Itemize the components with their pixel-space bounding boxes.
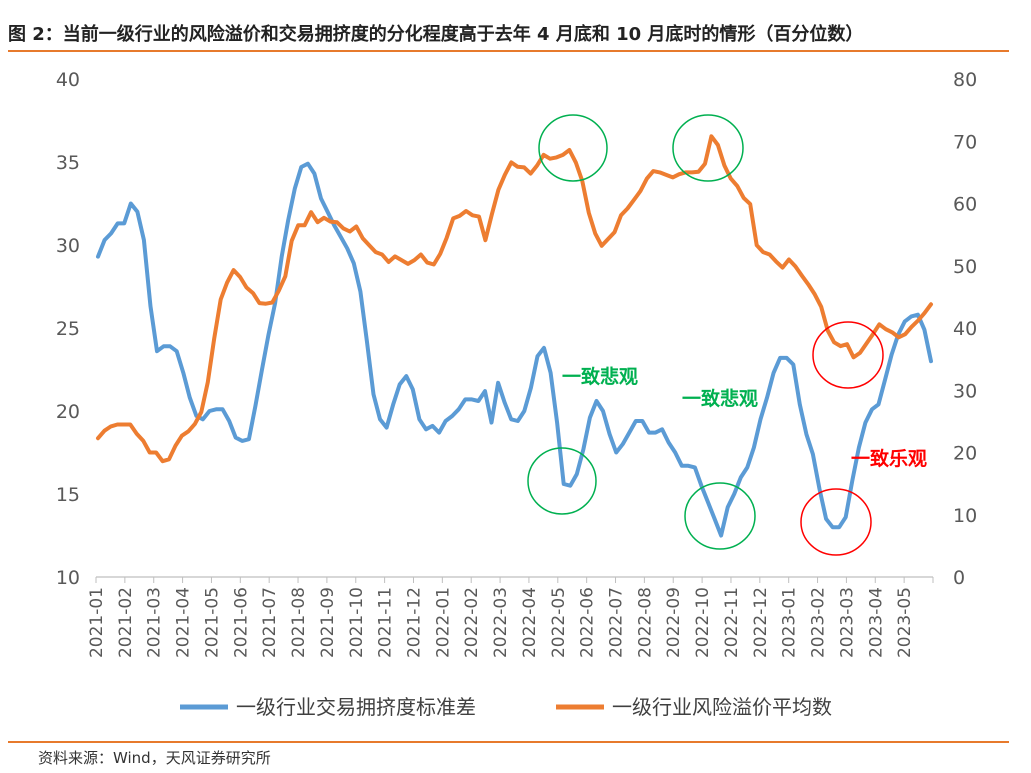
- highlight-circle: [812, 321, 884, 389]
- y-left-tick-label: 35: [56, 152, 80, 174]
- x-tick-label: 2022-12: [751, 587, 771, 658]
- x-tick-label: 2021-02: [116, 587, 136, 658]
- x-tick-label: 2021-07: [260, 587, 280, 658]
- y-right-tick-label: 0: [953, 567, 965, 589]
- x-tick-label: 2021-01: [87, 587, 107, 658]
- x-tick-label: 2022-11: [722, 587, 742, 658]
- x-tick-label: 2022-10: [693, 587, 713, 658]
- x-tick-label: 2023-03: [837, 587, 857, 658]
- x-tick-label: 2021-06: [231, 587, 251, 658]
- x-tick-label: 2021-03: [145, 587, 165, 658]
- y-left-tick-label: 40: [56, 69, 80, 91]
- x-tick-label: 2022-04: [520, 587, 540, 658]
- y-right-tick-label: 80: [953, 69, 977, 91]
- y-left-tick-label: 25: [56, 318, 80, 340]
- x-tick-label: 2021-12: [404, 587, 424, 658]
- highlight-circle: [672, 114, 744, 182]
- x-tick-label: 2022-07: [607, 587, 627, 658]
- x-tick-label: 2022-05: [549, 587, 569, 658]
- y-left-tick-label: 10: [56, 567, 80, 589]
- highlight-circle: [800, 488, 872, 556]
- y-right-tick-label: 40: [953, 318, 977, 340]
- top-rule: [8, 50, 1009, 52]
- highlight-circle: [684, 482, 756, 550]
- bottom-rule: [8, 741, 1009, 743]
- source-note: 资料来源：Wind，天风证券研究所: [38, 749, 271, 767]
- series-line-risk-premium: [96, 134, 933, 464]
- x-tick-label: 2022-03: [491, 587, 511, 658]
- x-tick-label: 2021-11: [376, 587, 396, 658]
- annotation-label: 一致悲观: [562, 365, 638, 388]
- y-right-tick-label: 60: [953, 194, 977, 216]
- y-right-tick-label: 10: [953, 505, 977, 527]
- legend-label: 一级行业风险溢价平均数: [612, 695, 832, 719]
- legend-label: 一级行业交易拥挤度标准差: [236, 695, 476, 719]
- series-line-crowding-std: [96, 161, 933, 538]
- x-tick-label: 2022-09: [664, 587, 684, 658]
- x-tick-label: 2023-04: [866, 587, 886, 658]
- x-tick-label: 2022-08: [635, 587, 655, 658]
- x-tick-label: 2021-10: [347, 587, 367, 658]
- x-tick-label: 2023-01: [780, 587, 800, 658]
- x-tick-label: 2021-04: [174, 587, 194, 658]
- x-tick-label: 2021-09: [318, 587, 338, 658]
- highlight-circle: [538, 114, 608, 182]
- y-right-tick-label: 30: [953, 380, 977, 402]
- y-left-tick-label: 15: [56, 484, 80, 506]
- x-tick-label: 2023-05: [895, 587, 915, 658]
- y-right-tick-label: 70: [953, 131, 977, 153]
- y-left-tick-label: 30: [56, 235, 80, 257]
- y-left-tick-label: 20: [56, 401, 80, 423]
- annotation-label: 一致悲观: [682, 387, 758, 410]
- chart-title: 图 2：当前一级行业的风险溢价和交易拥挤度的分化程度高于去年 4 月底和 10 …: [8, 24, 864, 45]
- annotation-label: 一致乐观: [851, 447, 927, 470]
- y-right-tick-label: 20: [953, 443, 977, 465]
- x-tick-label: 2022-06: [578, 587, 598, 658]
- y-right-tick-label: 50: [953, 256, 977, 278]
- x-tick-label: 2021-05: [202, 587, 222, 658]
- highlight-circle: [527, 447, 597, 515]
- x-tick-label: 2022-02: [462, 587, 482, 658]
- x-tick-label: 2022-01: [433, 587, 453, 658]
- x-tick-label: 2021-08: [289, 587, 309, 658]
- x-tick-label: 2023-02: [809, 587, 829, 658]
